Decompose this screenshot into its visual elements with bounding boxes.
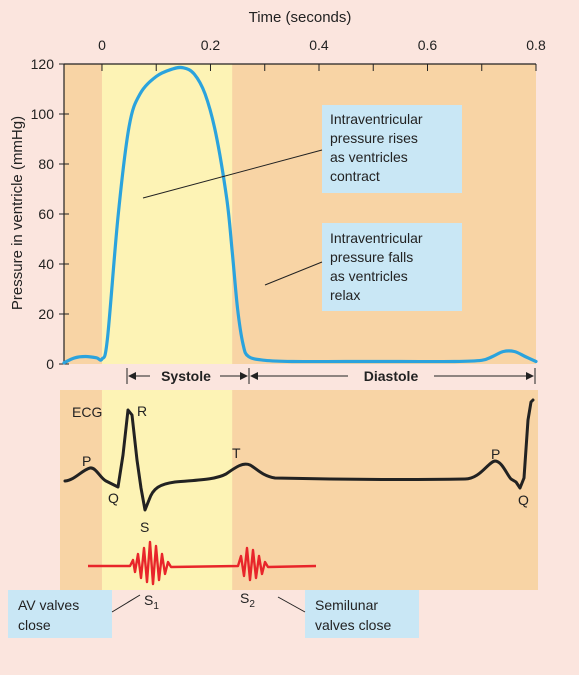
annotation-rises-line3: as ventricles — [330, 149, 408, 165]
systole-band — [101, 64, 233, 364]
ecg-waveform — [63, 398, 535, 512]
ecg-t-label: T — [232, 445, 241, 461]
x-axis-label: Time (seconds) — [249, 9, 352, 26]
s1-label: S1 — [144, 592, 159, 612]
systole-label: Systole — [161, 368, 211, 384]
annotation-falls-line2: pressure falls — [330, 249, 413, 265]
annotation-rises-leader — [142, 149, 323, 199]
ecg-q2-label: Q — [518, 492, 529, 508]
y-tick-label: 0 — [46, 356, 54, 372]
annotation-falls-leader — [264, 261, 323, 286]
ecg-p-label: P — [82, 453, 91, 469]
callout-av-leader — [111, 594, 141, 613]
x-ticks: 0 0.2 0.4 0.6 0.8 — [98, 37, 546, 71]
callouts: AV valves close Semilunar valves close — [8, 590, 419, 638]
phase-arrows: Systole Diastole — [126, 368, 536, 384]
annotation-rises-line4: contract — [330, 168, 380, 184]
ecg-label: ECG — [72, 404, 102, 420]
callout-semilunar-line1: Semilunar — [315, 597, 378, 613]
heart-sounds-trace: S1 S2 S — [88, 519, 317, 612]
annotation-falls-line1: Intraventricular — [330, 230, 423, 246]
heart-sounds-waveform — [88, 540, 317, 586]
x-tick-label: 0 — [98, 37, 106, 53]
x-tick-label: 0.2 — [201, 37, 221, 53]
annotation-falls-line4: relax — [330, 287, 360, 303]
annotation-box-rises — [322, 105, 462, 193]
callout-box-av — [8, 590, 112, 638]
ecg-trace: ECG P Q R S T P Q — [63, 398, 535, 512]
annotation-box-falls — [322, 223, 462, 311]
annotation-rises-line1: Intraventricular — [330, 111, 423, 127]
ecg-r-label: R — [137, 403, 147, 419]
callout-av-line2: close — [18, 617, 51, 633]
lower-systole-band — [101, 390, 233, 590]
y-tick-label: 40 — [38, 256, 54, 272]
annotation-rises-line2: pressure rises — [330, 130, 418, 146]
annotations: Intraventricular pressure rises as ventr… — [142, 105, 462, 311]
y-axis-label: Pressure in ventricle (mmHg) — [9, 116, 26, 310]
y-ticks: 0 20 40 60 80 100 120 — [31, 56, 69, 372]
callout-box-semilunar — [305, 590, 419, 638]
y-tick-label: 100 — [31, 106, 55, 122]
y-tick-label: 80 — [38, 156, 54, 172]
callout-av-line1: AV valves — [18, 597, 79, 613]
diastole-label: Diastole — [364, 368, 419, 384]
x-tick-label: 0.8 — [526, 37, 546, 53]
s-top-label: S — [140, 519, 149, 535]
y-tick-label: 60 — [38, 206, 54, 222]
y-tick-label: 120 — [31, 56, 55, 72]
s2-label: S2 — [240, 590, 255, 610]
ecg-q-label: Q — [108, 490, 119, 506]
axes: 0 0.2 0.4 0.6 0.8 0 20 40 60 80 100 120 Time (seco… — [9, 9, 546, 372]
annotation-falls-line3: as ventricles — [330, 268, 408, 284]
x-tick-label: 0.4 — [309, 37, 329, 53]
phase-bands — [60, 64, 538, 590]
callout-semilunar-line2: valves close — [315, 617, 391, 633]
x-tick-label: 0.6 — [418, 37, 438, 53]
ecg-p2-label: P — [491, 446, 500, 462]
callout-semilunar-leader — [277, 596, 306, 613]
series-line-pressure — [62, 65, 538, 365]
y-tick-label: 20 — [38, 306, 54, 322]
